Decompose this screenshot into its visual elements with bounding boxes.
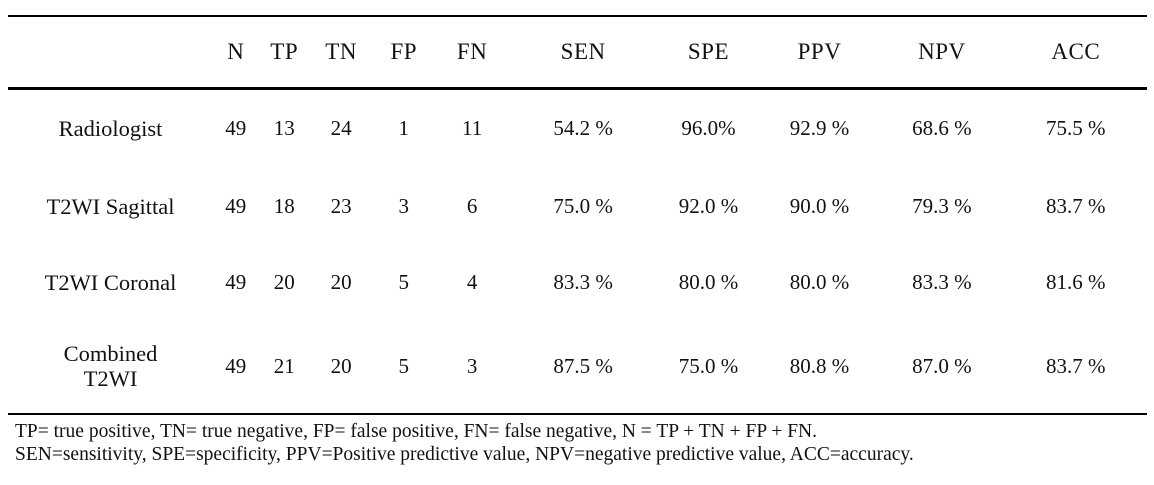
header-tp: TP — [270, 38, 299, 64]
cell-ppv: 80.8 % — [789, 354, 850, 378]
cell-fp: 5 — [398, 354, 410, 378]
cell-npv: 68.6 % — [912, 116, 972, 141]
cell-fn: 6 — [466, 194, 478, 218]
cell-tn: 20 — [330, 270, 352, 294]
cell-acc: 81.6 % — [1046, 270, 1106, 294]
row-label: T2WI Coronal — [44, 269, 177, 295]
cell-tn: 20 — [330, 354, 352, 378]
header-spe: SPE — [687, 38, 729, 64]
cell-n: 49 — [225, 116, 247, 141]
cell-n: 49 — [225, 194, 247, 218]
cell-npv: 83.3 % — [912, 270, 972, 294]
table-footnotes: TP= true positive, TN= true negative, FP… — [8, 415, 1147, 466]
cell-tn: 23 — [330, 194, 352, 218]
table-row-t2wi-coronal: T2WI Coronal 49 20 20 5 4 83.3 % 80.0 % … — [8, 245, 1147, 320]
footnote-abbreviations-metrics: SEN=sensitivity, SPE=specificity, PPV=Po… — [15, 444, 914, 465]
header-empty — [8, 16, 213, 88]
table-header: N TP TN FP FN SEN SPE PPV NPV ACC — [8, 16, 1147, 88]
cell-fn: 3 — [466, 354, 478, 378]
cell-fp: 1 — [398, 116, 410, 141]
header-sen: SEN — [560, 38, 606, 64]
table-row-radiologist: Radiologist 49 13 24 1 11 54.2 % 96.0% 9… — [8, 88, 1147, 168]
cell-spe: 75.0 % — [678, 354, 739, 378]
cell-sen: 54.2 % — [553, 116, 613, 141]
header-tn: TN — [325, 38, 357, 64]
cell-acc: 83.7 % — [1046, 194, 1106, 218]
cell-acc: 75.5 % — [1046, 116, 1106, 141]
row-label: Radiologist — [58, 115, 163, 141]
cell-ppv: 90.0 % — [789, 194, 850, 218]
cell-npv: 87.0 % — [912, 354, 972, 378]
cell-spe: 96.0% — [681, 116, 736, 141]
cell-sen: 83.3 % — [553, 270, 613, 294]
cell-acc: 83.7 % — [1046, 354, 1106, 378]
row-label-text: Combined T2WI — [63, 340, 158, 392]
header-row: N TP TN FP FN SEN SPE PPV NPV ACC — [8, 16, 1147, 88]
cell-tp: 13 — [273, 116, 295, 141]
table-row-combined-t2wi: Combined T2WI 49 21 20 5 3 87.5 % 75.0 %… — [8, 320, 1147, 414]
cell-spe: 80.0 % — [678, 270, 739, 294]
cell-fp: 3 — [398, 194, 410, 218]
cell-n: 49 — [225, 270, 247, 294]
header-fp: FP — [390, 38, 418, 64]
cell-tp: 18 — [273, 194, 295, 218]
cell-ppv: 92.9 % — [789, 116, 850, 141]
cell-sen: 75.0 % — [553, 194, 613, 218]
cell-fp: 5 — [398, 270, 410, 294]
cell-fn: 4 — [466, 270, 478, 294]
paper-table-page: N TP TN FP FN SEN SPE PPV NPV ACC Radiol… — [8, 15, 1147, 466]
cell-tp: 20 — [273, 270, 295, 294]
cell-tn: 24 — [330, 116, 352, 141]
header-fn: FN — [456, 38, 488, 64]
header-n: N — [227, 38, 245, 64]
cell-spe: 92.0 % — [678, 194, 739, 218]
header-acc: ACC — [1051, 38, 1101, 64]
cell-n: 49 — [225, 354, 247, 378]
diagnostic-performance-table: N TP TN FP FN SEN SPE PPV NPV ACC Radiol… — [8, 15, 1147, 415]
table-row-t2wi-sagittal: T2WI Sagittal 49 18 23 3 6 75.0 % 92.0 %… — [8, 168, 1147, 245]
cell-npv: 79.3 % — [912, 194, 972, 218]
row-label: Combined T2WI — [8, 320, 213, 414]
cell-fn: 11 — [461, 116, 483, 141]
table-body: Radiologist 49 13 24 1 11 54.2 % 96.0% 9… — [8, 88, 1147, 414]
row-label: T2WI Sagittal — [46, 193, 175, 219]
header-npv: NPV — [918, 38, 966, 64]
cell-ppv: 80.0 % — [789, 270, 850, 294]
cell-tp: 21 — [273, 354, 295, 378]
header-ppv: PPV — [797, 38, 842, 64]
cell-sen: 87.5 % — [553, 354, 613, 378]
footnote-abbreviations-counts: TP= true positive, TN= true negative, FP… — [15, 421, 818, 442]
